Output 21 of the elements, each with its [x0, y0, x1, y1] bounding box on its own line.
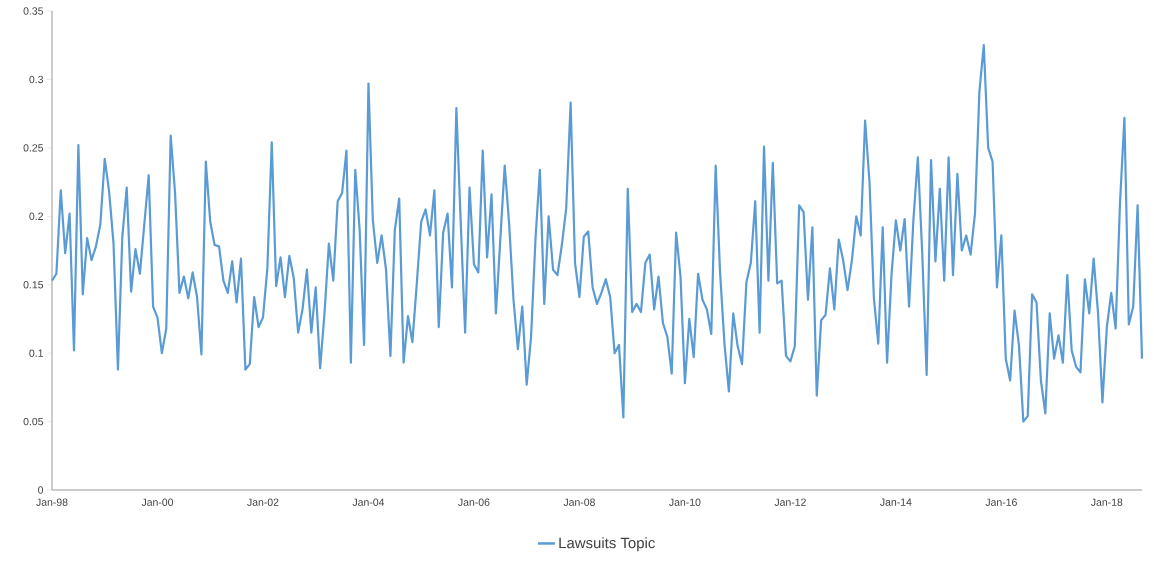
x-tick-label: Jan-06: [458, 498, 490, 506]
x-tick-label: Jan-02: [247, 498, 279, 506]
x-tick-label: Jan-08: [563, 498, 595, 506]
y-tick-label: 0.2: [29, 212, 43, 220]
y-tick-label: 0.35: [23, 7, 44, 15]
legend-label: Lawsuits Topic: [559, 537, 655, 552]
x-tick-label: Jan-04: [352, 498, 385, 506]
line-series: [50, 44, 1144, 423]
y-tick-label: 0.05: [23, 417, 44, 426]
y-tick-label: 0: [38, 486, 44, 494]
x-tick-label: Jan-18: [1091, 498, 1123, 506]
y-tick-label: 0.25: [23, 144, 44, 152]
x-tick-label: Jan-12: [774, 498, 806, 506]
x-tick-label: Jan-14: [880, 498, 912, 506]
x-tick-label: Jan-98: [36, 498, 68, 506]
x-tick-label: Jan-00: [141, 498, 174, 506]
x-tick-label: Jan-10: [669, 498, 701, 506]
y-tick-label: 0.15: [23, 281, 44, 289]
x-tick-label: Jan-16: [985, 498, 1017, 506]
y-tick-label: 0.3: [29, 75, 44, 84]
y-tick-label: 0.1: [29, 349, 43, 357]
